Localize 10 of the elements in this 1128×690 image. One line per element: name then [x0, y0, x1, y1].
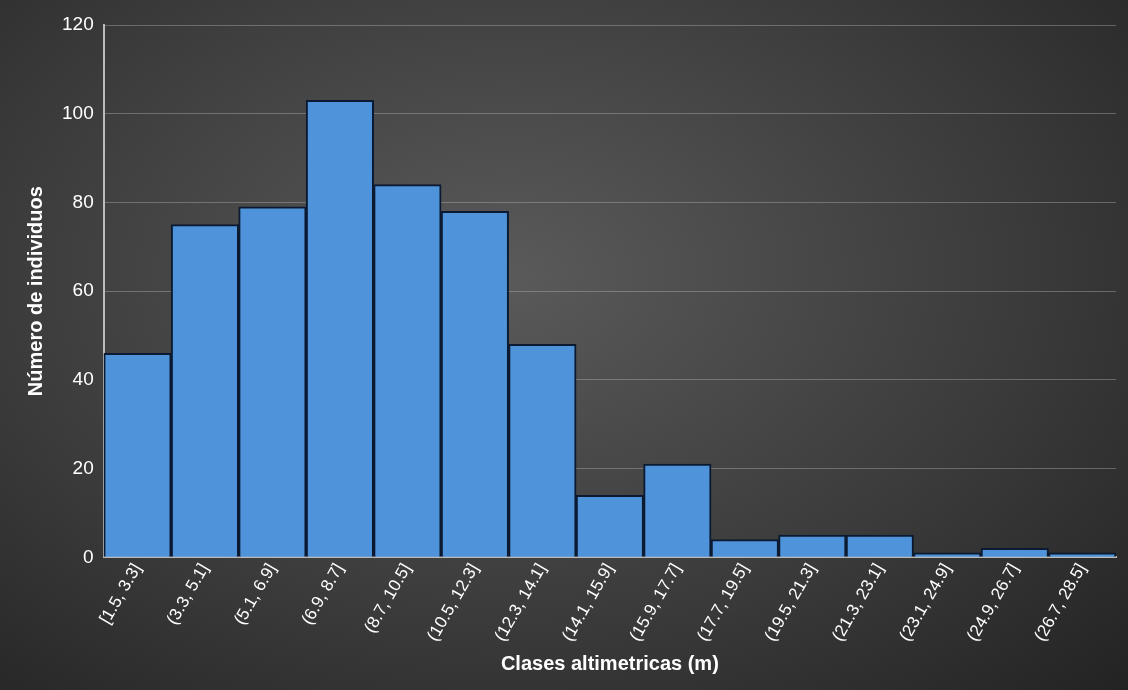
y-tick-label: 100 [62, 101, 94, 123]
y-tick-label: 60 [72, 279, 94, 301]
y-tick-label: 40 [72, 368, 94, 390]
y-tick-label: 80 [72, 190, 94, 212]
y-tick-label: 0 [83, 545, 94, 567]
y-tick-label: 20 [72, 456, 94, 478]
x-tick-label: (5.1, 6.9] [229, 560, 280, 628]
x-axis-title: Clases altimetricas (m) [500, 651, 719, 674]
y-axis-title: Número de individuos [23, 186, 46, 397]
y-tick-label: 120 [62, 13, 94, 35]
